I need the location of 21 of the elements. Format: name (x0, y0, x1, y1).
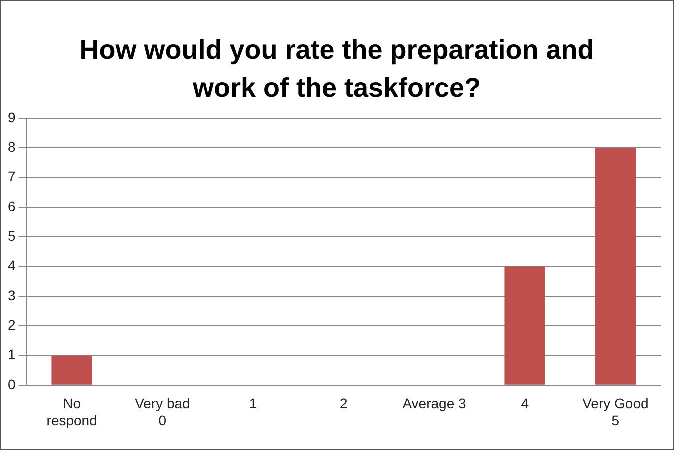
x-tick-label: Very bad 0 (135, 396, 190, 428)
y-tick-label: 7 (8, 168, 16, 185)
x-tick-label: No respond (46, 396, 98, 428)
y-tick-label: 3 (8, 287, 16, 304)
y-tick-label: 1 (8, 346, 16, 363)
x-tick-label: 1 (249, 396, 258, 412)
x-tick-label: Very Good 5 (582, 396, 649, 428)
y-tick-label: 8 (8, 138, 16, 155)
y-tick-label: 0 (8, 376, 16, 392)
y-tick-label: 4 (8, 258, 16, 274)
bar (504, 266, 546, 385)
x-tick-label: Average 3 (402, 396, 466, 412)
bar (595, 148, 636, 385)
y-tick-label: 2 (8, 316, 16, 333)
y-tick-label: 9 (8, 109, 16, 126)
x-tick-label: 2 (340, 396, 348, 412)
chart-title: How would you rate the preparation and work of the taskforce? (78, 34, 596, 105)
y-tick-label: 5 (8, 228, 16, 244)
x-tick-label: 4 (521, 396, 530, 412)
y-tick-label: 6 (8, 198, 16, 214)
bar (52, 356, 92, 385)
